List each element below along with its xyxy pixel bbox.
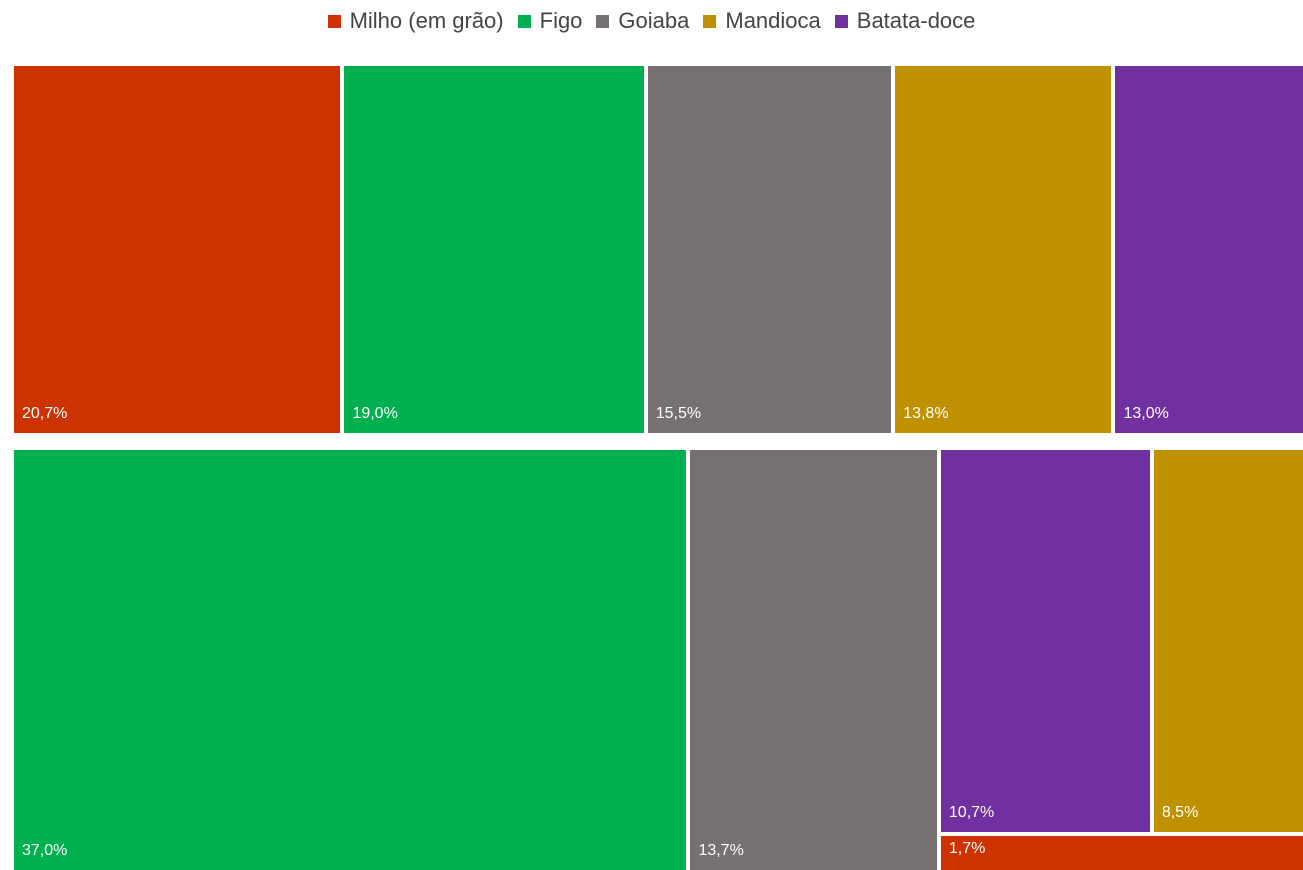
legend-swatch <box>834 14 848 28</box>
tile-value-label: 20,7% <box>22 405 68 422</box>
tile-value-label: 37,0% <box>22 842 68 859</box>
legend-item: Batata-doce <box>834 8 976 34</box>
tile-value-label: 10,7% <box>948 803 995 821</box>
tile-value-label: 15,5% <box>655 405 702 422</box>
treemap-tile: 19,0% <box>344 66 644 433</box>
tile-value-label: 8,5% <box>1161 803 1199 821</box>
treemap-tile: 1,7% <box>940 835 1303 870</box>
legend-item: Milho (em grão) <box>327 8 504 34</box>
legend-swatch <box>517 14 531 28</box>
legend-label: Goiaba <box>618 8 690 33</box>
treemap-tile: 15,5% <box>647 66 892 433</box>
treemap-tile: 37,0% <box>14 450 687 870</box>
treemap-tile: 8,5% <box>1153 450 1303 832</box>
tile-value-label: 13,8% <box>903 405 949 422</box>
treemap-tile: 13,7% <box>690 450 937 870</box>
legend-swatch <box>327 14 341 28</box>
treemap-tile: 20,7% <box>14 66 341 433</box>
tile-value-label: 1,7% <box>948 839 986 857</box>
legend-label: Batata-doce <box>856 8 976 33</box>
legend-label: Mandioca <box>725 8 821 33</box>
treemap-tile: 13,0% <box>1115 66 1303 433</box>
legend-label: Figo <box>539 8 583 33</box>
tile-value-label: 19,0% <box>352 405 398 422</box>
legend-item: Goiaba <box>596 8 689 34</box>
tile-value-label: 13,0% <box>1123 405 1169 422</box>
legend-item: Figo <box>517 8 583 34</box>
treemap-tile: 13,8% <box>895 66 1112 433</box>
legend-label: Milho (em grão) <box>349 8 504 33</box>
legend-item: Mandioca <box>703 8 821 34</box>
tile-value-label: 13,7% <box>698 842 744 859</box>
legend-swatch <box>703 14 717 28</box>
legend-swatch <box>596 14 610 28</box>
chart-legend: Milho (em grão) Figo Goiaba Mandioca Batata-… <box>0 8 1303 34</box>
treemap-tile: 10,7% <box>940 450 1150 832</box>
